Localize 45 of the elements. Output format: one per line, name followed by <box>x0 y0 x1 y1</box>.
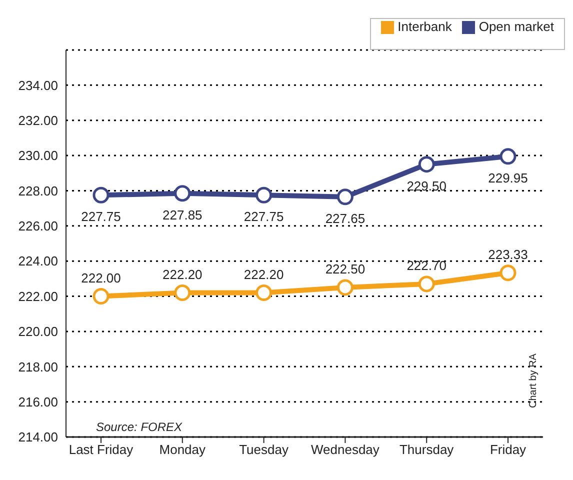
y-tick-label: 224.00 <box>18 254 58 269</box>
x-tick-label: Wednesday <box>310 442 380 458</box>
x-tick-label: Monday <box>159 442 206 458</box>
data-label: 222.70 <box>406 258 446 273</box>
y-tick-label: 230.00 <box>18 148 58 164</box>
point <box>500 148 516 165</box>
point <box>174 185 191 202</box>
y-tick-label: 222.00 <box>18 288 58 304</box>
y-tick-label: 216.00 <box>18 394 58 410</box>
x-tick-label: Last Friday <box>68 442 134 458</box>
y-tick-label: 228.00 <box>18 183 58 198</box>
y-tick-label: 214.00 <box>18 430 58 445</box>
data-label: 223.33 <box>488 246 528 262</box>
legend-label: Interbank <box>398 19 452 34</box>
point <box>92 186 110 204</box>
y-tick-label: 218.00 <box>18 359 58 374</box>
point <box>92 288 110 305</box>
x-tick-label: Thursday <box>400 442 454 458</box>
point <box>336 188 354 206</box>
point <box>418 156 435 173</box>
data-label: 227.75 <box>244 209 284 224</box>
data-label: 229.50 <box>406 178 446 194</box>
y-tick-label: 234.00 <box>18 78 58 93</box>
data-label: 227.85 <box>162 207 202 222</box>
y-tick-label: 226.00 <box>18 218 58 234</box>
y-tick-label: 232.00 <box>18 112 58 128</box>
y-tick-label: 220.00 <box>18 324 58 340</box>
data-label: 229.95 <box>488 170 528 186</box>
point <box>500 264 516 282</box>
point <box>336 279 354 296</box>
data-label: 227.75 <box>81 209 121 224</box>
point <box>256 284 272 302</box>
point <box>418 276 435 292</box>
data-label: 222.20 <box>244 266 284 282</box>
annotation: Chart by RA <box>528 354 539 408</box>
data-label: 222.50 <box>325 261 366 276</box>
data-label: 222.20 <box>162 266 202 282</box>
point <box>174 284 191 302</box>
x-tick-label: Friday <box>490 442 527 458</box>
legend-label: Open market <box>478 19 554 34</box>
x-tick-label: Tuesday <box>239 442 289 458</box>
point <box>256 186 272 204</box>
annotation: Source: FOREX <box>96 420 182 434</box>
data-label: 222.00 <box>81 270 121 286</box>
data-label: 227.65 <box>325 210 366 226</box>
